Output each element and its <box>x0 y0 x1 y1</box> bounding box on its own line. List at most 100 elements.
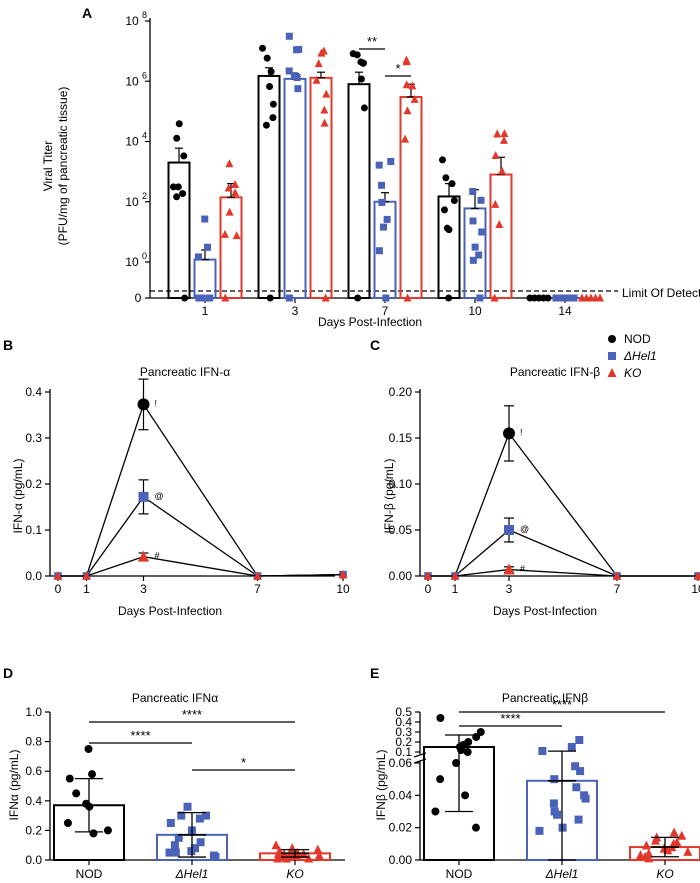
panel-e-ylabel: IFNβ (pg/mL) <box>374 750 388 821</box>
panel-b-title: Pancreatic IFN-α <box>140 365 230 379</box>
panel-a-hel1-day7-point-0 <box>382 294 390 302</box>
panel-a-ko-day10-point-7 <box>495 220 504 229</box>
panel-a-ko-day1-point-6 <box>225 159 234 168</box>
panel-a-nod-day10-point-3 <box>443 224 451 232</box>
panel-e-sig-text-0: **** <box>500 711 520 726</box>
panel-a-ko-day1-point-4 <box>231 180 240 189</box>
panel-a-ko-day1-point-0 <box>221 293 230 302</box>
panel-e-nod-point-12 <box>471 823 480 832</box>
panel-d-sig-text-1: **** <box>182 707 202 722</box>
panel-b-ytick-label-4: 0.4 <box>25 385 42 399</box>
panel-a-hel1-day3-point-5 <box>293 46 301 54</box>
panel-a-nod-day3-point-0 <box>266 294 274 302</box>
panel-a-ytick-exp-2: 2 <box>142 191 147 201</box>
panel-a-hel1-day3-point-2 <box>285 32 293 40</box>
panel-c-ylabel: IFN-β (pg/mL) <box>382 459 396 534</box>
panel-letter-a: A <box>82 5 92 21</box>
panel-a-ko-day1-point-5 <box>225 207 234 216</box>
panel-d-nod-point-0 <box>84 745 93 753</box>
panel-d-hel1-point-8 <box>170 841 179 850</box>
panel-a-xtick-label-14: 14 <box>558 304 572 318</box>
panel-c-xtick-label-1: 1 <box>452 582 459 596</box>
panel-e-nod-point-10 <box>461 791 470 800</box>
panel-a-nod-day7-bar <box>347 83 371 299</box>
panel-d-ko-point-9 <box>314 850 324 860</box>
panel-e-ko-point-10 <box>683 846 693 856</box>
panel-e-ytick-low-label-2: 0.04 <box>389 788 413 802</box>
panel-e-title: Pancreatic IFNβ <box>502 691 588 705</box>
panel-c-xtick-label-7: 7 <box>614 582 621 596</box>
panel-e-ytick-low-label-3: 0.06 <box>389 756 413 770</box>
panel-a-nod-day10-point-4 <box>450 197 458 205</box>
panel-b-xlabel: Days Post-Infection <box>118 604 222 618</box>
panel-c-xtick-label-10: 10 <box>691 582 700 596</box>
panel-e-hel1-point-1 <box>567 743 576 751</box>
panel-a-ytick-exp-6: 6 <box>142 70 147 80</box>
panel-a-hel1-day3-point-4 <box>285 67 293 75</box>
panel-e-ko-point-1 <box>677 830 687 840</box>
panel-a-hel1-day7-point-1 <box>375 161 383 169</box>
panel-c-point-2-10 <box>693 571 700 580</box>
panel-a-ko-day10-point-5 <box>499 135 508 144</box>
panel-e-nod-point-11 <box>431 807 440 816</box>
panel-a-ko-day7-point-0 <box>403 293 412 302</box>
panel-e-hel1-point-4 <box>576 767 585 776</box>
panel-a-ko-day7-point-3 <box>410 94 419 103</box>
panel-d-nod-point-6 <box>63 819 72 827</box>
panel-c-ytick-label-0: 0.00 <box>389 569 413 583</box>
panel-a-nod-day1-point-0 <box>181 294 189 302</box>
panel-c-ytick-label-1: 0.05 <box>389 523 413 537</box>
panel-d-ytick-label-1: 0.2 <box>25 823 42 837</box>
panel-a-hel1-day1-point-5 <box>198 294 206 302</box>
panel-d-nod-point-8 <box>89 829 98 838</box>
panel-a-hel1-day10-point-6 <box>469 188 477 196</box>
panel-a-nod-day10-point-7 <box>438 156 446 164</box>
panel-b-xtick-label-10: 10 <box>336 582 350 596</box>
panel-a-ytick-label-8: 10 <box>125 14 139 28</box>
panel-a-hel1-day10-point-1 <box>469 217 477 225</box>
panel-b-mark-2: # <box>155 551 160 561</box>
panel-e-hel1-point-5 <box>550 775 559 784</box>
panel-c-point-2-0 <box>423 571 433 580</box>
panel-e-hel1-point-9 <box>549 799 558 808</box>
panel-a-ko-day3-point-6 <box>314 59 323 68</box>
panel-b-xtick-label-3: 3 <box>140 582 147 596</box>
panel-a-hel1-day14-point-3 <box>566 294 573 302</box>
panel-c-point-2-1 <box>450 571 460 580</box>
panel-e-ytick-up-label-0: 0.1 <box>395 745 412 759</box>
panel-b-ylabel: IFN-α (pg/mL) <box>11 459 25 534</box>
panel-a-ylabel-1: Viral Titer <box>41 141 55 191</box>
panel-a-xtick-label-10: 10 <box>468 304 482 318</box>
panel-a-hel1-day10-point-0 <box>476 294 484 302</box>
panel-e-ytick-low-label-0: 0.00 <box>389 853 413 867</box>
panel-e-nod-point-0 <box>436 714 445 722</box>
panel-a-nod-day3-point-1 <box>269 100 277 108</box>
panel-e-axis-break-gap <box>414 754 426 761</box>
panel-letter-d: D <box>3 665 13 681</box>
panel-e-nod-xtick-label: NOD <box>446 867 473 881</box>
panel-b-mark-0: ! <box>155 398 158 408</box>
panel-b-line-1 <box>58 495 344 577</box>
panel-a-nod-day10-point-0 <box>445 294 453 302</box>
panel-d-hel1-point-11 <box>171 848 180 857</box>
panel-d-nod-point-3 <box>72 789 81 798</box>
panel-a-ko-day7-point-1 <box>401 134 410 143</box>
panel-b-xtick-label-0: 0 <box>55 582 62 596</box>
panel-a-nod-day7-point-0 <box>354 294 362 302</box>
panel-c-point-1-3 <box>504 525 514 535</box>
panel-e-hel1-xtick-label: ΔHel1 <box>545 867 579 881</box>
panel-a-nod-day1-point-1 <box>169 183 177 191</box>
panel-e-ytick-low-label-1: 0.02 <box>389 821 413 835</box>
panel-a-nod-day10-point-5 <box>440 206 448 214</box>
panel-a-ko-day7-point-6 <box>408 81 417 90</box>
panel-e-ko-xtick-label: KO <box>656 867 673 881</box>
panel-a-hel1-day3-point-0 <box>285 294 293 302</box>
panel-a-ko-day1-point-7 <box>224 183 233 192</box>
panel-e-hel1-point-0 <box>575 736 584 744</box>
panel-b-line-0 <box>58 402 344 577</box>
panel-d-nod-point-2 <box>65 774 74 783</box>
panel-e-nod-point-9 <box>436 775 445 784</box>
panel-e-ko-point-14 <box>644 853 654 863</box>
panel-a-ytick-label-4: 10 <box>125 135 139 149</box>
